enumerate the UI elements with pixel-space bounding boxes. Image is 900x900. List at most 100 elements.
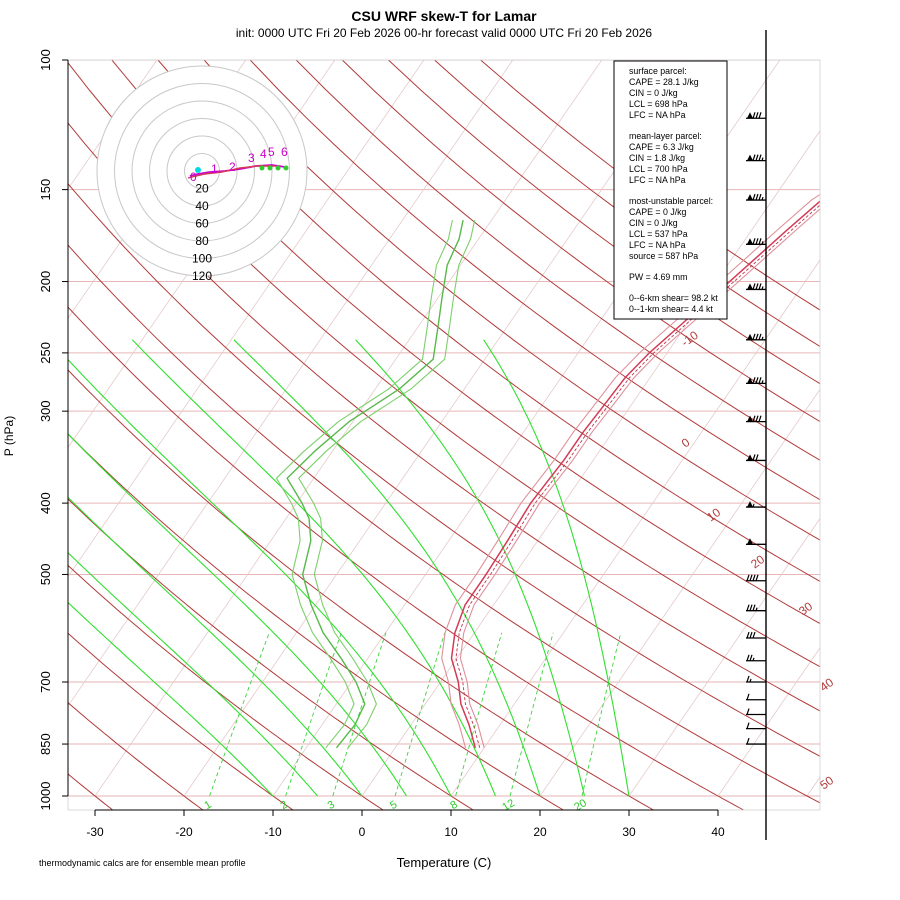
- wind-barb-flag: [755, 415, 759, 422]
- dry-adiabat: [341, 60, 820, 423]
- wind-barb-flag: [746, 693, 750, 700]
- wind-barb: [746, 112, 766, 119]
- hodograph-point: [283, 165, 289, 171]
- wind-barb: [746, 283, 766, 291]
- wind-barb-flag: [755, 112, 759, 119]
- wind-barb-flag: [755, 454, 759, 461]
- mixing-ratio-line: [394, 632, 446, 797]
- wind-barb-pennant: [747, 454, 753, 461]
- stats-mu-line: CIN = 0 J/kg: [629, 218, 678, 228]
- pressure-tick-label: 100: [38, 49, 53, 71]
- stats-mu-line: LFC = NA hPa: [629, 240, 686, 250]
- wind-barb-pennant: [747, 538, 753, 545]
- wind-barb: [746, 693, 766, 701]
- dry-adiabat: [249, 60, 820, 501]
- isotherm-line: [450, 259, 820, 797]
- isotherm-line: [68, 60, 158, 190]
- wind-barb: [746, 377, 766, 384]
- wind-barb: [746, 722, 766, 730]
- pressure-tick-label: 300: [38, 400, 53, 422]
- dry-adiabat: [68, 433, 565, 810]
- isotherm-line: [896, 60, 900, 796]
- dry-adiabat: [68, 244, 820, 804]
- wind-barb-flag: [752, 415, 756, 422]
- stats-mu-line: LCL = 537 hPa: [629, 229, 688, 239]
- pressure-tick-label: 200: [38, 271, 53, 293]
- wind-barb: [746, 454, 766, 462]
- pressure-tick-label: 850: [38, 733, 53, 755]
- temperature-member-line: [459, 208, 820, 748]
- mixing-ratio-line: [285, 632, 342, 797]
- moist-adiabat: [355, 339, 586, 797]
- dry-adiabat: [68, 182, 820, 757]
- wind-barb: [746, 631, 766, 639]
- wind-barb-flag: [755, 238, 759, 245]
- wind-barb-flag: [758, 154, 762, 161]
- parcel-trace-line: [455, 204, 820, 748]
- stats-surface-line: CAPE = 28.1 J/kg: [629, 77, 699, 87]
- wind-barb-half-flag: [761, 157, 764, 161]
- wind-barb-flag: [752, 238, 756, 245]
- wind-barb-flag: [749, 631, 753, 639]
- isotherm-line: [628, 517, 820, 797]
- wind-barb-pennant: [747, 194, 753, 201]
- mixing-ratio-label: 12: [500, 797, 517, 814]
- wind-barb-flag: [749, 604, 753, 611]
- dewpoint-mean-line: [286, 219, 464, 749]
- wind-barb-half-flag: [761, 286, 764, 290]
- wind-barb: [746, 604, 766, 612]
- wind-barb: [746, 654, 766, 662]
- hodograph: 20 40 60 80 100 120 01 23 4 5 6: [96, 65, 308, 283]
- isotherm-label: 30: [796, 599, 815, 618]
- isotherm-line: [68, 60, 514, 707]
- pressure-tick-label: 700: [38, 671, 53, 693]
- dry-adiabat: [157, 60, 820, 582]
- hodograph-height-label: 4: [260, 147, 267, 161]
- dry-adiabat: [68, 61, 820, 668]
- footnote: thermodynamic calcs are for ensemble mea…: [39, 858, 246, 868]
- hodograph-ring: [114, 83, 290, 259]
- wind-barb-flag: [746, 574, 750, 581]
- wind-barb-half-flag: [752, 657, 755, 661]
- wind-barb-flag: [746, 675, 750, 683]
- pressure-tick-label: 250: [38, 342, 53, 364]
- wind-barb-pennant: [747, 112, 753, 119]
- wind-barb-pennant: [747, 501, 753, 508]
- wind-barb: [746, 238, 766, 245]
- mixing-ratio-line: [455, 632, 503, 797]
- wind-barb-half-flag: [749, 678, 752, 683]
- x-axis-label: Temperature (C): [397, 855, 492, 870]
- stats-surface-line: LFC = NA hPa: [629, 110, 686, 120]
- hodograph-ring-label: 120: [192, 269, 212, 283]
- pressure-tick-label: 400: [38, 492, 53, 514]
- isotherm-line: [94, 60, 603, 797]
- stats-surface-line: CIN = 0 J/kg: [629, 88, 678, 98]
- hodograph-point: [275, 165, 281, 171]
- isotherm-label: 10: [704, 505, 723, 524]
- wind-barb: [746, 154, 766, 162]
- wind-barb-flag: [746, 631, 750, 639]
- wind-barb-half-flag: [761, 241, 764, 245]
- temperature-tick-label: 30: [622, 825, 636, 839]
- moist-adiabat: [68, 433, 407, 797]
- mixing-ratio-line: [209, 632, 270, 797]
- hodograph-ring-label: 100: [192, 252, 212, 266]
- wind-barb-pennant: [747, 154, 753, 161]
- hodograph-point: [259, 165, 265, 171]
- wind-barbs: [746, 30, 767, 840]
- wind-barb-flag: [746, 604, 750, 611]
- hodograph-height-label: 3: [248, 151, 255, 165]
- wind-barb-flag: [758, 238, 762, 245]
- mixing-ratio-line: [509, 632, 554, 797]
- wind-barb: [746, 737, 766, 745]
- dry-adiabat: [388, 60, 820, 385]
- mixing-ratio-label: 8: [448, 799, 459, 812]
- wind-barb: [746, 708, 766, 716]
- hodograph-height-label: 2: [229, 160, 236, 174]
- hodograph-ring-label: 60: [195, 217, 209, 231]
- wind-barb-flag: [755, 193, 759, 201]
- temperature-tick-label: -20: [175, 825, 193, 839]
